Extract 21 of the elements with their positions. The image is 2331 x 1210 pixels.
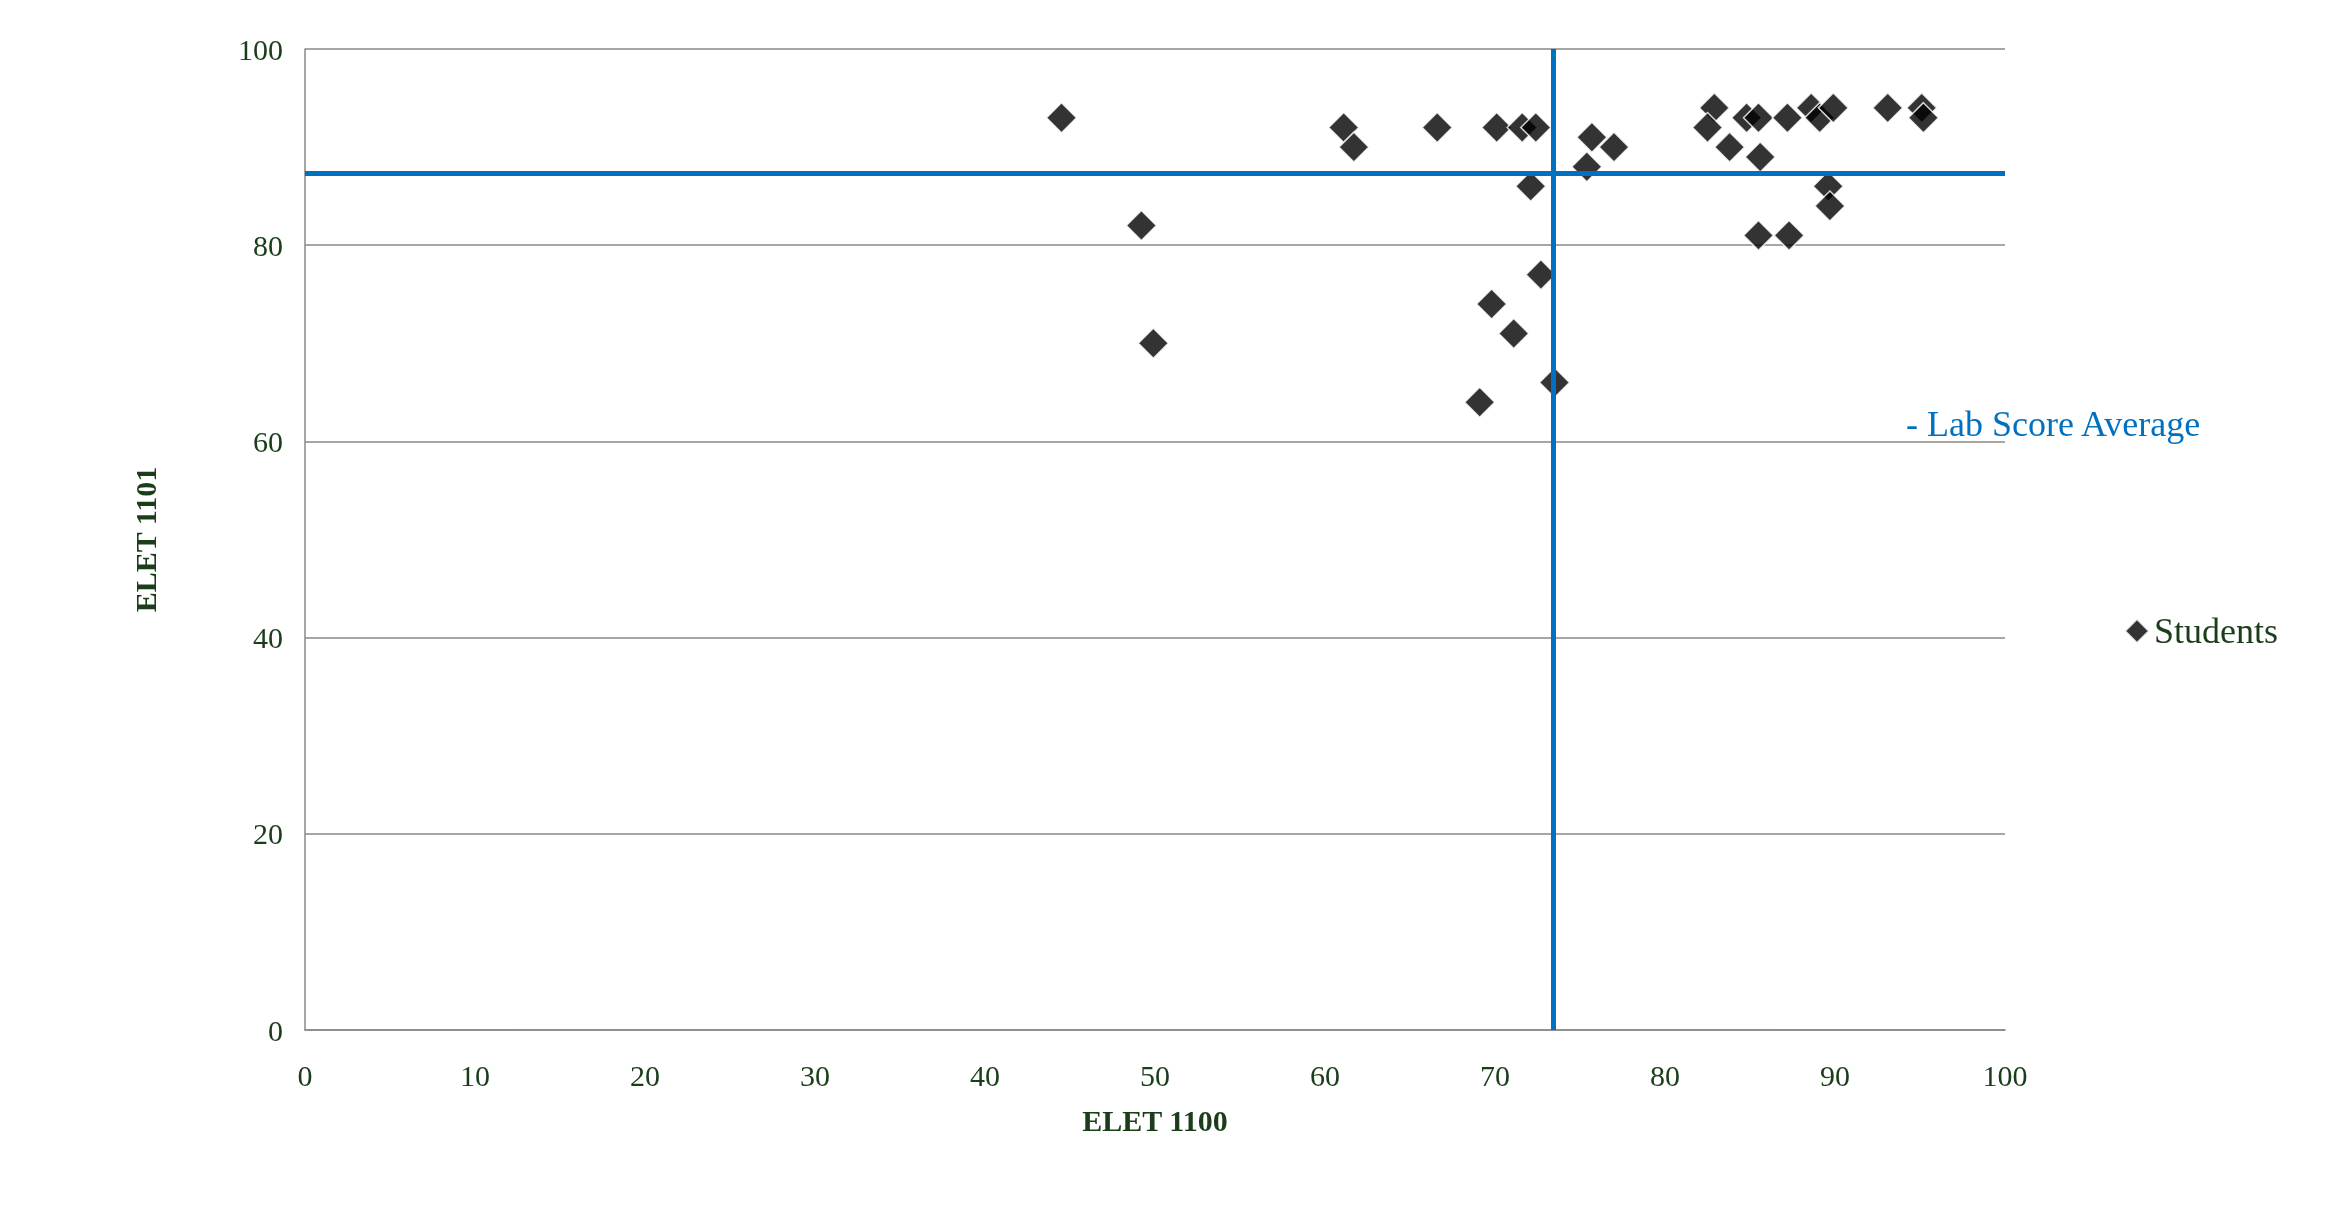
annotation: - Lab Score Average xyxy=(1906,404,2201,444)
x-tick-label: 40 xyxy=(970,1058,1000,1092)
y-tick-label: 0 xyxy=(268,1013,283,1047)
y-axis-title: ELET 1101 xyxy=(128,466,162,613)
x-tick-label: 10 xyxy=(460,1058,490,1092)
x-axis-title: ELET 1100 xyxy=(1082,1103,1228,1137)
x-tick-label: 70 xyxy=(1480,1058,1510,1092)
x-tick-label: 50 xyxy=(1140,1058,1170,1092)
x-tick-label: 30 xyxy=(800,1058,830,1092)
x-tick-label: 100 xyxy=(1982,1058,2028,1092)
y-tick-label: 80 xyxy=(253,228,283,262)
x-tick-label: 80 xyxy=(1650,1058,1680,1092)
y-tick-label: 60 xyxy=(253,424,283,458)
x-tick-label: 20 xyxy=(630,1058,660,1092)
legend-label: Students xyxy=(2153,611,2278,651)
x-tick-label: 60 xyxy=(1310,1058,1340,1092)
y-tick-label: 40 xyxy=(253,621,283,655)
x-tick-label: 90 xyxy=(1820,1058,1850,1092)
x-tick-label: 0 xyxy=(297,1058,313,1092)
y-tick-label: 20 xyxy=(253,817,283,851)
y-tick-label: 100 xyxy=(238,32,283,66)
